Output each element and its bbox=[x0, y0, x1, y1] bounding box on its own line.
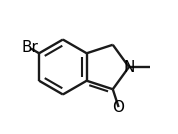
Text: Br: Br bbox=[21, 40, 38, 55]
Text: O: O bbox=[112, 100, 125, 115]
Text: N: N bbox=[123, 59, 135, 75]
